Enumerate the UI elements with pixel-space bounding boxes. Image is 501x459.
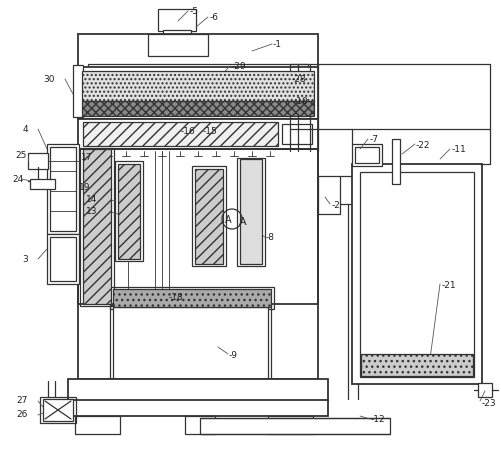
Text: -21: -21	[442, 280, 456, 289]
Bar	[192, 167, 226, 266]
Text: -10: -10	[294, 96, 309, 105]
Bar	[392, 140, 400, 185]
Text: 13: 13	[86, 206, 97, 215]
Text: A: A	[224, 214, 231, 224]
Bar	[240, 160, 262, 264]
Text: 4: 4	[23, 124, 28, 133]
Text: -11: -11	[452, 144, 467, 153]
Bar	[78, 35, 318, 70]
Bar	[158, 10, 196, 32]
Text: 3: 3	[22, 254, 28, 263]
Bar	[50, 237, 76, 281]
Bar	[113, 289, 271, 308]
Text: -12: -12	[371, 414, 386, 424]
Bar	[68, 400, 328, 416]
Text: 30: 30	[44, 74, 55, 84]
Text: -7: -7	[370, 134, 379, 143]
Text: -6: -6	[210, 12, 219, 22]
Text: 27: 27	[17, 396, 28, 405]
Bar	[110, 305, 271, 381]
Text: 24: 24	[12, 174, 23, 183]
Bar	[82, 102, 314, 117]
Bar	[355, 148, 379, 164]
Bar	[73, 66, 83, 118]
Bar	[282, 125, 312, 145]
Bar	[82, 72, 314, 102]
Bar	[40, 397, 76, 423]
Text: -9: -9	[229, 350, 238, 359]
Bar	[47, 235, 79, 285]
Text: A: A	[239, 217, 247, 226]
Text: -1: -1	[273, 39, 282, 48]
Bar	[195, 170, 223, 264]
Bar	[83, 150, 111, 304]
Bar	[268, 416, 313, 434]
Bar	[360, 173, 474, 377]
Text: -8: -8	[266, 233, 275, 242]
Bar	[352, 145, 382, 167]
Bar	[47, 145, 79, 235]
Bar	[28, 154, 48, 170]
Bar	[30, 179, 55, 190]
Text: -2: -2	[332, 201, 341, 210]
Bar	[75, 416, 120, 434]
Text: 19: 19	[79, 182, 90, 191]
Bar	[88, 65, 308, 75]
Bar	[68, 379, 328, 401]
Bar	[78, 150, 318, 379]
Bar	[318, 177, 340, 214]
Bar	[78, 120, 318, 150]
Bar	[352, 165, 482, 384]
Bar	[361, 354, 473, 376]
Text: 17: 17	[81, 152, 92, 161]
Bar	[115, 162, 143, 262]
Text: 14: 14	[86, 194, 97, 203]
Bar	[78, 150, 318, 304]
Text: -15: -15	[203, 126, 218, 135]
Bar	[50, 148, 76, 231]
Text: -28: -28	[292, 74, 307, 84]
Bar	[113, 308, 268, 379]
Text: 26: 26	[17, 409, 28, 419]
Bar	[80, 149, 114, 306]
Bar	[43, 399, 73, 421]
Text: -22: -22	[416, 140, 430, 149]
Bar	[118, 165, 140, 259]
Text: -29: -29	[232, 62, 246, 70]
Bar	[163, 31, 191, 40]
Bar	[78, 68, 318, 120]
Bar	[185, 416, 215, 434]
Bar	[237, 159, 265, 266]
Text: -16: -16	[181, 126, 196, 135]
Text: -23: -23	[482, 398, 496, 408]
Bar	[83, 123, 278, 147]
Bar	[110, 287, 274, 309]
Bar	[200, 418, 390, 434]
Text: -18: -18	[169, 293, 184, 302]
Bar	[148, 35, 208, 57]
Text: -5: -5	[190, 6, 199, 16]
Bar	[478, 383, 492, 397]
Text: 25: 25	[15, 150, 27, 159]
